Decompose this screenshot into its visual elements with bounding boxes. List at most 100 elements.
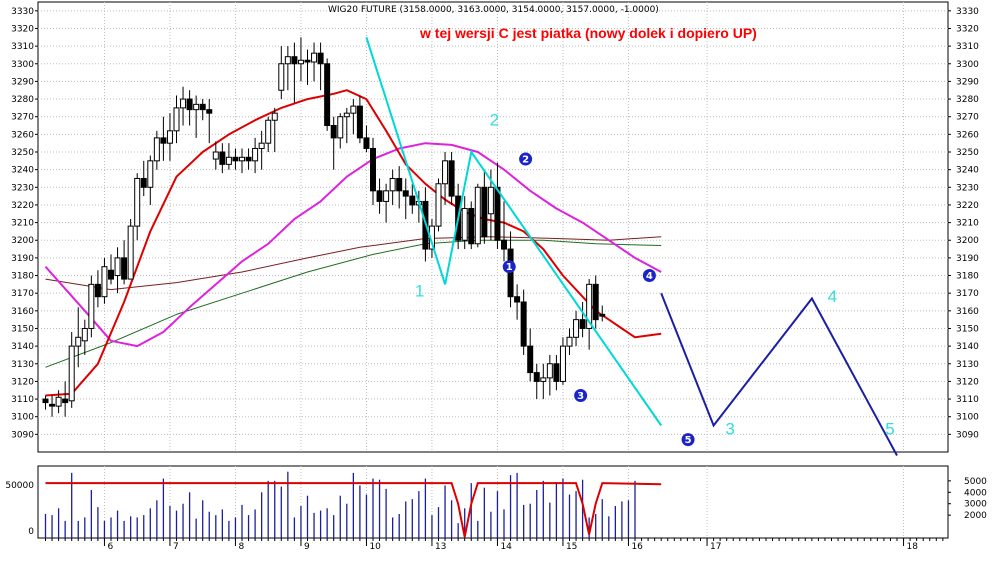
y-tick-label-right: 3090 (956, 430, 979, 440)
x-tick-label: 17 (710, 542, 721, 552)
candle-body (173, 107, 180, 132)
x-tick-label: 14 (500, 542, 512, 552)
y-tick-label-left: 3140 (11, 342, 34, 352)
x-tick-label: 10 (369, 542, 381, 552)
x-tick-label: 18 (907, 542, 919, 552)
y-tick-label-left: 3250 (11, 148, 34, 158)
wave-marker-circle (642, 269, 656, 283)
candle-body (88, 283, 95, 329)
candle-body (317, 52, 324, 65)
candle-body (55, 396, 62, 407)
ma-line-red (45, 89, 662, 397)
wave-marker-label: 1 (506, 262, 513, 273)
candle-body (474, 186, 481, 245)
volume-panel-frame (37, 465, 949, 539)
y-tick-label-right: 3290 (956, 77, 979, 87)
y-tick-label-right: 3210 (956, 219, 979, 229)
y-tick-label-left: 3260 (11, 130, 34, 140)
candle-body (356, 105, 363, 139)
y-tick-label-right: 3220 (956, 201, 979, 211)
y-tick-label-right: 3240 (956, 166, 979, 176)
candle-body (343, 112, 350, 118)
y-tick-label-right: 3180 (956, 272, 979, 282)
y-tick-label-right: 3320 (956, 24, 979, 34)
candles (42, 37, 606, 417)
candle-body (409, 195, 416, 206)
candle-body (599, 313, 606, 317)
candle-body (297, 59, 304, 65)
x-tick-label: 8 (238, 542, 244, 552)
y-tick-label-right: 3140 (956, 342, 979, 352)
candle-body (75, 336, 82, 347)
candle-body (559, 345, 566, 382)
wave-marker-circle (519, 152, 533, 166)
candle-body (330, 125, 337, 139)
wave-marker-label: 2 (522, 155, 529, 166)
candle-body (225, 156, 232, 165)
candle-body (42, 398, 49, 404)
y-tick-label-left: 3290 (11, 77, 34, 87)
candle-body (114, 257, 121, 277)
y-tick-label-right: 3130 (956, 360, 979, 370)
y-tick-label-left: 3130 (11, 360, 34, 370)
ma-line-magenta (44, 142, 662, 348)
candle-body (311, 52, 318, 63)
volume-tick-right: 3000 (964, 500, 987, 510)
candle-body (140, 177, 147, 188)
volume-indicator-line (45, 482, 662, 538)
candle-body (586, 283, 593, 329)
x-tick-label: 16 (631, 542, 643, 552)
candle-body (579, 319, 586, 329)
candle-body (324, 63, 331, 127)
ma-line-green (45, 239, 662, 368)
candle-body (278, 63, 285, 91)
candle-body (252, 147, 259, 162)
y-tick-label-left: 3120 (11, 377, 34, 387)
candle-body (442, 160, 449, 185)
candle-body (501, 239, 507, 250)
candle-body (389, 177, 396, 192)
candle-body (68, 345, 75, 402)
candle-body (363, 137, 370, 149)
candle-body (350, 105, 357, 114)
candle-body (337, 116, 344, 139)
volume-tick-left: 50000 (5, 481, 34, 491)
y-tick-label-right: 3190 (956, 254, 979, 264)
candle-body (49, 403, 56, 407)
candle-body (271, 112, 278, 121)
y-tick-label-left: 3170 (11, 289, 34, 299)
candle-body (160, 137, 167, 144)
wave-marker-label: 4 (646, 271, 653, 282)
candle-body (166, 130, 173, 144)
volume-tick-right: 2000 (964, 511, 987, 521)
candle-body (566, 336, 573, 347)
volume-tick-right: 4000 (964, 488, 987, 498)
x-tick-label: 7 (173, 542, 179, 552)
candle-body (147, 160, 154, 188)
wave-label: 5 (885, 419, 894, 438)
y-tick-label-right: 3300 (956, 60, 979, 70)
candle-body (383, 190, 390, 202)
wave-lines (365, 36, 898, 456)
candle-body (134, 177, 141, 227)
candle-body (219, 151, 226, 165)
y-tick-label-left: 3180 (11, 272, 34, 282)
candle-body (592, 283, 599, 321)
candle-body (468, 207, 475, 245)
candle-body (370, 147, 376, 192)
y-tick-label-right: 3150 (956, 324, 979, 334)
candle-body (284, 56, 291, 65)
y-tick-label-left: 3220 (11, 201, 34, 211)
volume-tick-right: 5000 (964, 477, 987, 487)
y-tick-label-right: 3160 (956, 307, 979, 317)
candle-body (193, 103, 200, 111)
candle-body (494, 186, 501, 241)
x-tick-label: 15 (566, 542, 577, 552)
candle-body (62, 398, 69, 404)
candle-body (232, 156, 239, 162)
y-tick-label-right: 3200 (956, 236, 979, 246)
candle-body (376, 190, 383, 202)
candle-body (101, 266, 108, 298)
